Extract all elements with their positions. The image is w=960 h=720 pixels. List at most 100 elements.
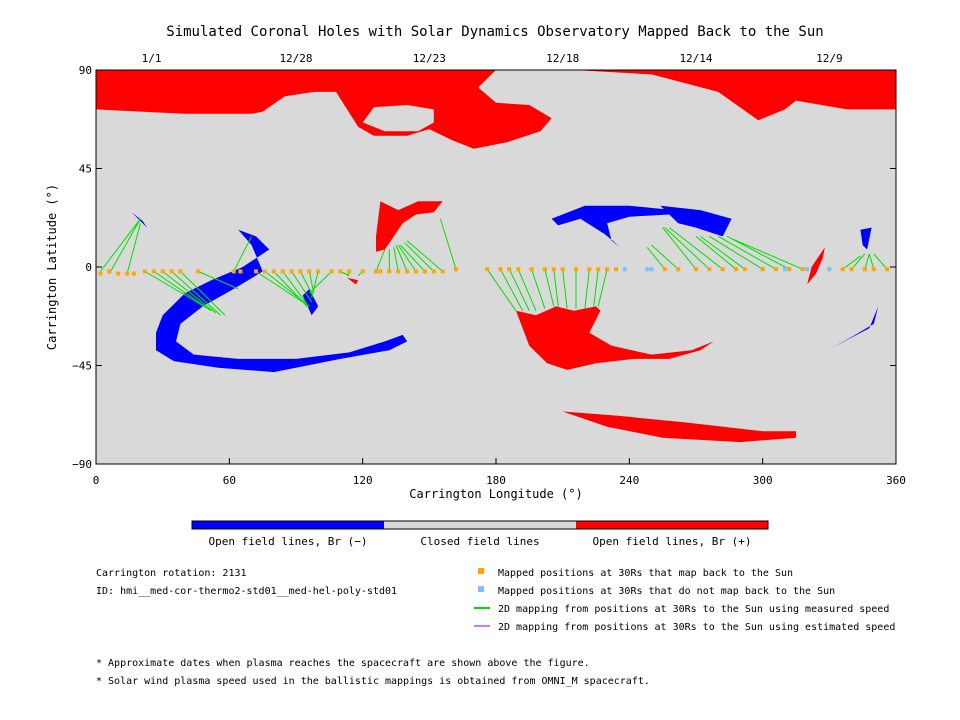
- mapped-point-0-23: [347, 269, 352, 274]
- mapping-line-2-42: [597, 269, 608, 307]
- region-0-polygon-3: [562, 411, 796, 443]
- region-layer: [96, 70, 896, 443]
- note-dates: * Approximate dates when plasma reaches …: [96, 658, 590, 669]
- mapped-point-1-4: [805, 267, 810, 272]
- mapped-point-0-59: [840, 267, 845, 272]
- legend-label-estimated: 2D mapping from positions at 30Rs to the…: [498, 622, 895, 633]
- mapping-line-2-35: [531, 269, 546, 309]
- mapping-line-2-52: [726, 235, 790, 270]
- region-0-polygon-1: [376, 201, 443, 252]
- mapped-point-1-3: [782, 267, 787, 272]
- mapping-line-2-53: [731, 238, 803, 270]
- y-tick-label-0: 90: [79, 64, 92, 77]
- mapping-line-2-10: [255, 270, 310, 307]
- region-1-polygon-5: [860, 227, 872, 250]
- mapped-point-0-3: [125, 271, 130, 276]
- model-id: ID: hmi__med-cor-thermo2-std01__med-hel-…: [96, 586, 397, 597]
- mapping-line-2-5: [162, 270, 217, 314]
- mapped-point-0-42: [560, 267, 565, 272]
- region-1-polygon-1: [551, 205, 690, 248]
- points-layer: [98, 267, 890, 276]
- mapped-point-0-54: [742, 267, 747, 272]
- region-0-polygon-5: [347, 277, 359, 285]
- mapping-line-2-2: [126, 223, 141, 274]
- x-tick-label-5: 300: [753, 474, 773, 487]
- mapping-line-2-38: [562, 269, 568, 309]
- region-1-polygon-0: [156, 229, 408, 373]
- mapped-point-0-53: [734, 267, 738, 272]
- mapping-line-2-12: [273, 271, 308, 307]
- mapping-line-2-8: [198, 270, 239, 290]
- mapping-line-2-40: [584, 269, 590, 309]
- mapping-line-2-4: [153, 270, 212, 312]
- mapped-point-0-58: [800, 267, 805, 272]
- x-tick-label-0: 0: [93, 474, 100, 487]
- mapping-line-2-9: [233, 236, 253, 272]
- mapped-point-0-56: [774, 267, 778, 272]
- colorbar-closed: [384, 521, 576, 529]
- mapped-point-0-41: [551, 267, 556, 272]
- legend-marker-mapped: [478, 568, 484, 574]
- mapping-line-2-31: [486, 268, 517, 312]
- mapped-point-0-50: [694, 267, 698, 272]
- mapped-point-0-12: [238, 269, 243, 274]
- date-tick-label-2: 12/23: [413, 52, 446, 65]
- date-tick-label-5: 12/9: [816, 52, 843, 65]
- legend-marker-unmapped: [478, 586, 484, 592]
- mapping-line-2-18: [308, 271, 332, 294]
- mapped-point-0-0: [98, 271, 103, 276]
- mapped-point-0-28: [396, 269, 401, 274]
- mapping-line-2-24: [393, 247, 399, 272]
- region-2-polygon-0: [362, 105, 434, 132]
- mapped-point-0-34: [454, 267, 458, 272]
- mapping-line-2-15: [299, 271, 315, 298]
- mapping-line-2-1: [108, 218, 141, 274]
- y-tick-label-4: −90: [72, 458, 92, 471]
- mapping-lines-layer: [100, 218, 888, 316]
- mapping-line-2-14: [291, 271, 312, 303]
- region-0-polygon-0: [96, 70, 896, 149]
- mapped-point-1-1: [645, 267, 650, 272]
- colorbar-positive: [576, 521, 768, 529]
- mapping-line-2-37: [553, 269, 559, 307]
- mapped-point-0-46: [605, 267, 610, 272]
- mapped-point-1-5: [827, 267, 832, 272]
- date-tick-label-4: 12/14: [679, 52, 712, 65]
- mapping-line-2-43: [646, 246, 666, 270]
- y-tick-label-1: 45: [79, 163, 92, 176]
- region-0-polygon-2: [516, 306, 714, 370]
- mapped-point-0-5: [142, 269, 147, 274]
- mapped-point-0-33: [440, 269, 445, 274]
- mapping-line-2-45: [662, 227, 697, 270]
- mapped-point-0-4: [131, 271, 136, 276]
- mapped-point-0-22: [338, 269, 343, 274]
- mapped-point-0-11: [231, 269, 236, 274]
- mapping-line-2-32: [500, 268, 524, 312]
- mapping-line-2-56: [864, 253, 870, 270]
- mapped-point-0-36: [498, 267, 503, 272]
- mapped-point-0-31: [422, 269, 427, 274]
- mapped-point-0-51: [707, 267, 712, 272]
- mapped-point-0-52: [720, 267, 725, 272]
- mapped-point-0-62: [871, 267, 876, 272]
- mapping-line-2-3: [144, 270, 212, 312]
- colorbar-label-closed: Closed field lines: [420, 535, 539, 548]
- mapped-point-0-47: [614, 267, 618, 272]
- mapped-point-0-17: [289, 269, 294, 274]
- mapped-point-0-8: [169, 269, 174, 274]
- mapped-point-1-0: [622, 267, 627, 272]
- mapping-line-2-44: [651, 244, 679, 270]
- x-tick-label-1: 60: [223, 474, 236, 487]
- mapped-point-0-18: [298, 269, 303, 274]
- colorbar-label-negative: Open field lines, Br (−): [209, 535, 368, 548]
- note-speed: * Solar wind plasma speed used in the ba…: [96, 676, 650, 687]
- y-tick-label-3: −45: [72, 360, 92, 373]
- mapping-line-2-13: [282, 271, 308, 305]
- mapped-point-0-55: [760, 267, 765, 272]
- mapping-line-2-57: [868, 253, 875, 270]
- region-1-polygon-4: [831, 306, 879, 348]
- mapped-point-0-48: [662, 267, 667, 272]
- mapping-line-2-27: [400, 244, 426, 272]
- mapping-line-2-29: [406, 240, 443, 272]
